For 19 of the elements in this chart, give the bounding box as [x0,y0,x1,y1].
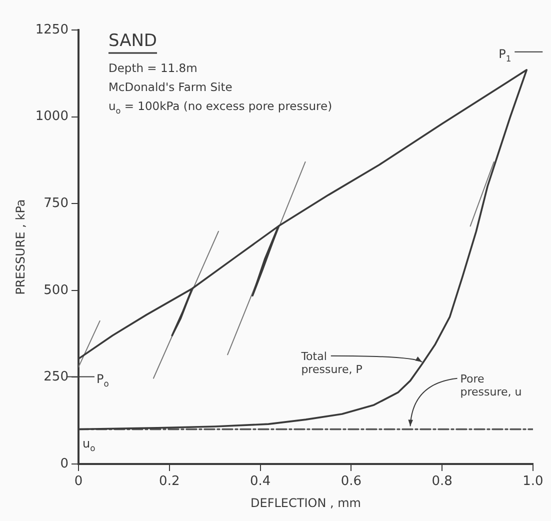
x-tick-label: 0.8 [432,474,452,490]
x-axis-title: DEFLECTION , mm [250,496,361,510]
y-tick-label: 750 [44,196,68,211]
text: Total pressure, P [300,350,363,376]
chart-title: SAND [108,31,158,51]
y-tick-label: 0 [60,456,68,472]
text: Pore pressure, u [460,372,522,398]
x-tick-label: 0.4 [250,474,271,490]
y-tick-label: 1250 [35,22,68,38]
x-tick-label: 0.2 [159,474,180,490]
y-axis-title: PRESSURE , kPa [13,199,28,295]
y-tick-label: 500 [44,282,68,298]
x-tick-label: 0 [74,474,83,490]
annotation: McDonald's Farm Site [108,80,232,94]
y-tick-label: 250 [44,370,68,385]
annotation: Depth = 11.8m [108,61,198,75]
x-tick-label: 0.6 [340,474,362,490]
x-tick-label: 1.0 [522,474,544,490]
y-tick-label: 1000 [35,109,68,124]
